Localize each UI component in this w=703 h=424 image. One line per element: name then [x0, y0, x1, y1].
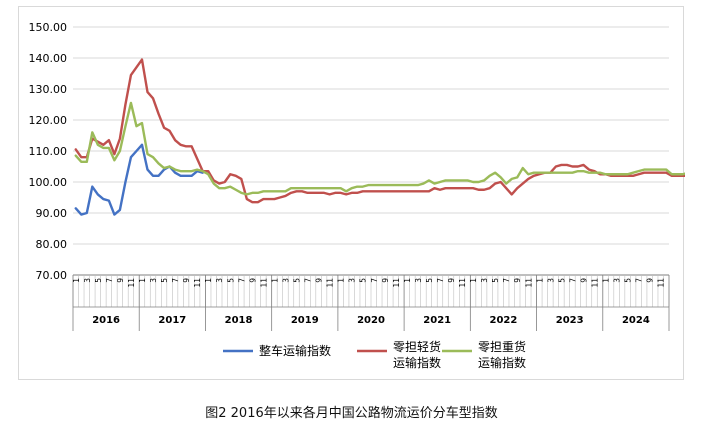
x-tick-month-label: 5	[557, 278, 566, 283]
legend-label-3: 零担重货运输指数	[478, 339, 526, 370]
x-tick-month-label: 7	[237, 278, 246, 283]
x-tick-month-label: 3	[613, 278, 622, 283]
x-tick-month-label: 11	[259, 278, 268, 288]
legend-label-line: 零担轻货	[393, 339, 441, 354]
x-tick-month-label: 3	[480, 278, 489, 283]
x-axis	[72, 274, 670, 331]
x-tick-month-label: 1	[138, 278, 147, 283]
figure-caption: 图2 2016年以来各月中国公路物流运价分车型指数	[205, 406, 498, 421]
y-tick-label: 120.00	[29, 114, 68, 127]
x-tick-month-label: 7	[635, 278, 644, 283]
y-tick-label: 70.00	[36, 269, 68, 282]
x-tick-month-label: 3	[281, 278, 290, 283]
y-tick-label: 90.00	[36, 207, 68, 220]
series-line-2	[74, 58, 685, 204]
x-tick-month-label: 7	[436, 278, 445, 283]
y-tick-label: 110.00	[29, 145, 68, 158]
x-tick-month-label: 5	[359, 278, 368, 283]
x-tick-month-label: 9	[116, 278, 125, 283]
x-tick-month-label: 1	[403, 278, 412, 283]
x-tick-month-label: 9	[248, 278, 257, 283]
x-tick-year-label: 2023	[556, 315, 584, 326]
x-tick-month-label: 1	[535, 278, 544, 283]
x-tick-month-label: 9	[315, 278, 324, 283]
line-chart: 70.00 80.00 90.00 100.00 110.00 120.00 130.00 1…	[29, 21, 685, 370]
series-layer	[74, 58, 685, 216]
x-tick-month-label: 11	[326, 278, 335, 288]
series-line-1	[74, 143, 204, 216]
legend-label-line: 零担重货	[478, 339, 526, 354]
x-tick-month-label: 7	[568, 278, 577, 283]
legend-label-line: 运输指数	[478, 355, 526, 370]
x-tick-year-label: 2022	[490, 315, 518, 326]
y-tick-label: 140.00	[29, 52, 68, 65]
x-tick-month-label: 3	[83, 278, 92, 283]
x-tick-month-label: 9	[513, 278, 522, 283]
x-tick-month-label: 11	[392, 278, 401, 288]
x-tick-month-label: 1	[72, 278, 81, 283]
x-tick-year-label: 2021	[423, 315, 451, 326]
x-axis-ticks: 1 3 5 7 9 11 1 3 5 7 9 11 1 3 5 7 9 11 1 3 5 7 9 11 1 3 5 7 9 11 1 3 5 7 9…	[72, 278, 666, 326]
x-tick-month-label: 5	[226, 278, 235, 283]
x-tick-month-label: 5	[293, 278, 302, 283]
x-tick-month-label: 1	[602, 278, 611, 283]
x-tick-month-label: 5	[624, 278, 633, 283]
x-tick-month-label: 1	[204, 278, 213, 283]
x-tick-month-label: 7	[502, 278, 511, 283]
x-tick-year-label: 2019	[291, 315, 319, 326]
x-tick-month-label: 9	[646, 278, 655, 283]
x-tick-month-label: 11	[127, 278, 136, 288]
chart-frame: 70.00 80.00 90.00 100.00 110.00 120.00 130.00 1…	[18, 6, 685, 380]
x-tick-month-label: 11	[524, 278, 533, 288]
x-tick-month-label: 9	[182, 278, 191, 283]
x-tick-month-label: 3	[149, 278, 158, 283]
x-tick-month-label: 7	[105, 278, 114, 283]
y-tick-label: 80.00	[36, 238, 68, 251]
x-tick-month-label: 1	[337, 278, 346, 283]
x-tick-year-label: 2020	[357, 315, 385, 326]
legend-label-2: 零担轻货运输指数	[393, 339, 441, 370]
x-tick-month-label: 11	[193, 278, 202, 288]
x-tick-month-label: 9	[579, 278, 588, 283]
x-tick-month-label: 7	[304, 278, 313, 283]
legend-label-line: 运输指数	[393, 355, 441, 370]
x-tick-month-label: 9	[447, 278, 456, 283]
y-axis-ticks: 70.00 80.00 90.00 100.00 110.00 120.00 130.00 1…	[29, 21, 68, 282]
x-tick-year-label: 2016	[92, 315, 120, 326]
x-tick-month-label: 1	[469, 278, 478, 283]
x-tick-month-label: 3	[546, 278, 555, 283]
x-tick-year-label: 2024	[622, 315, 650, 326]
x-tick-year-label: 2018	[225, 315, 253, 326]
y-tick-label: 130.00	[29, 83, 68, 96]
grid-layer	[73, 26, 669, 245]
x-tick-month-label: 7	[370, 278, 379, 283]
y-tick-label: 100.00	[29, 176, 68, 189]
x-tick-month-label: 1	[270, 278, 279, 283]
x-tick-month-label: 5	[160, 278, 169, 283]
x-tick-month-label: 5	[425, 278, 434, 283]
x-tick-year-label: 2017	[158, 315, 186, 326]
series-line-3	[74, 101, 685, 196]
x-tick-month-label: 5	[491, 278, 500, 283]
x-tick-month-label: 3	[215, 278, 224, 283]
legend-label-1: 整车运输指数	[259, 343, 331, 358]
x-tick-month-label: 7	[171, 278, 180, 283]
x-tick-month-label: 11	[657, 278, 666, 288]
x-tick-month-label: 11	[458, 278, 467, 288]
x-tick-month-label: 11	[591, 278, 600, 288]
x-tick-month-label: 3	[414, 278, 423, 283]
y-tick-label: 150.00	[29, 21, 68, 34]
x-tick-month-label: 5	[94, 278, 103, 283]
x-tick-month-label: 9	[381, 278, 390, 283]
x-tick-month-label: 3	[348, 278, 357, 283]
